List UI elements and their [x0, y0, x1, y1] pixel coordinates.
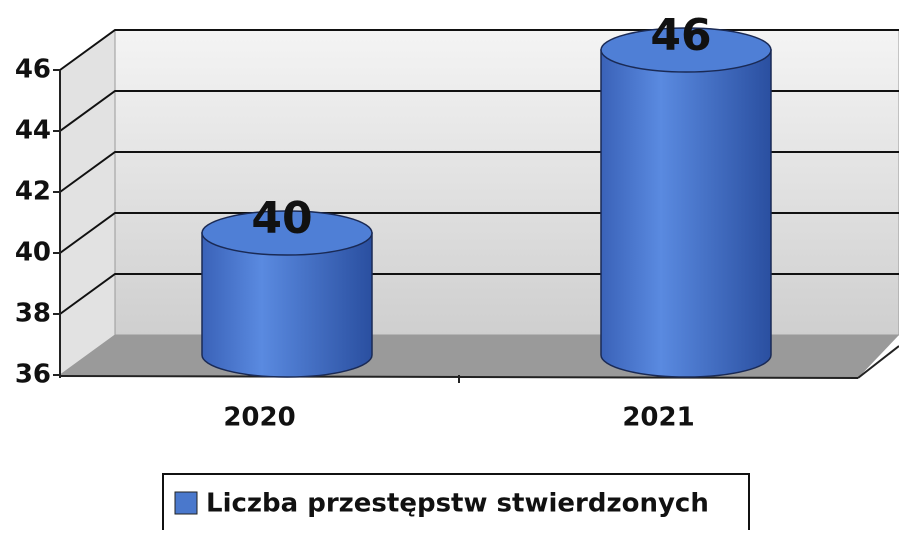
- bar: [201, 232, 373, 378]
- floor-edge: [857, 345, 899, 379]
- floor: [60, 335, 899, 378]
- legend-label: Liczba przestępstw stwierdzonych: [206, 489, 709, 519]
- y-tick-label: 42: [15, 177, 51, 207]
- bar-top: [600, 27, 772, 73]
- legend-swatch: [174, 491, 198, 515]
- y-tick-label: 36: [15, 360, 51, 390]
- y-tick-label: 46: [15, 55, 51, 85]
- x-tick-label: 2020: [223, 403, 295, 433]
- legend: [162, 473, 750, 534]
- y-tick-label: 44: [15, 116, 51, 146]
- y-tick-label: 40: [15, 238, 51, 268]
- y-tick-label: 38: [15, 299, 51, 329]
- data-label: 46: [650, 10, 711, 61]
- bar: [600, 49, 772, 378]
- x-tick-label: 2021: [622, 403, 694, 433]
- data-label: 40: [251, 193, 312, 244]
- side-wall: [59, 29, 116, 376]
- bar-top: [201, 210, 373, 256]
- grid-line: [59, 29, 899, 71]
